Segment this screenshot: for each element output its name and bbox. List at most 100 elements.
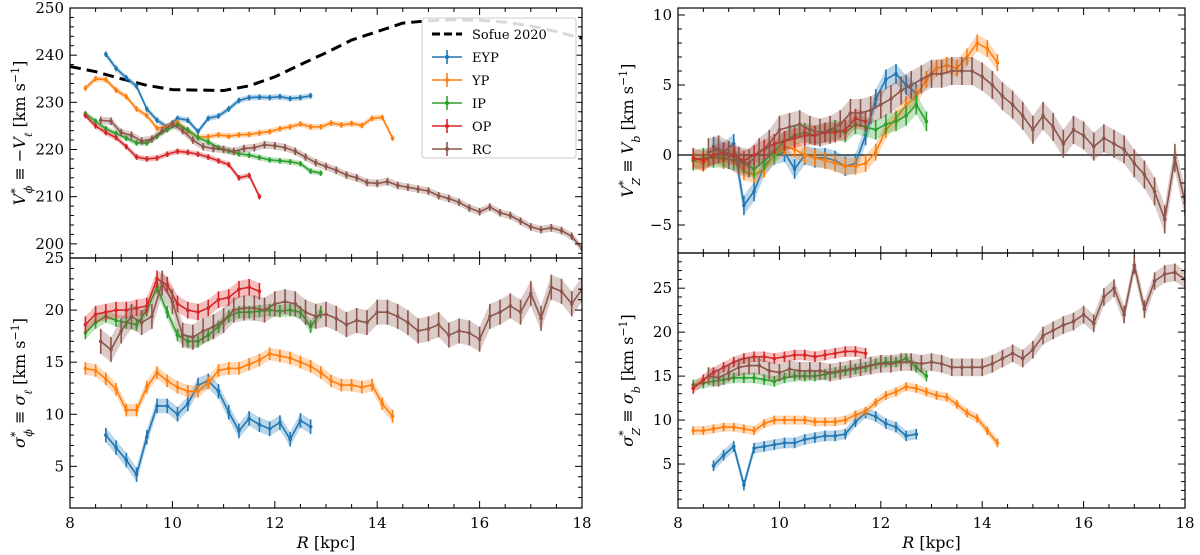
series-eyp-point <box>185 402 190 406</box>
x-axis-label: R [kpc] <box>296 533 356 552</box>
series-eyp-point <box>216 114 221 118</box>
series-op-point <box>185 308 190 312</box>
series-rc-point <box>252 306 257 310</box>
series-ip-point <box>802 374 807 378</box>
series-yp-point <box>802 153 807 157</box>
series-yp-point <box>863 161 868 166</box>
series-eyp-point <box>308 424 313 429</box>
series-rc-point <box>797 369 802 373</box>
series-yp-point <box>175 385 180 389</box>
series-yp-point <box>206 381 211 385</box>
series-rc-point <box>1010 351 1015 356</box>
series-yp-point <box>114 387 118 392</box>
series-eyp-point <box>802 437 807 442</box>
series-rc-point <box>828 370 832 375</box>
series-yp-point <box>308 364 313 369</box>
series-eyp-point <box>104 52 108 57</box>
series-rc-point <box>293 302 298 306</box>
series-rc-point <box>416 329 420 333</box>
series-rc-point <box>879 361 883 366</box>
y-axis-label: σ*ϕ ≡ σℓ [km s−1] <box>9 318 35 448</box>
series-rc-point <box>457 329 461 333</box>
series-eyp-point <box>742 483 746 487</box>
series-ip-point <box>762 377 766 382</box>
series-rc-point <box>539 316 543 321</box>
series-eyp-point <box>134 472 139 477</box>
series-rc-point <box>518 310 523 314</box>
series-ip-point <box>206 333 211 337</box>
series-rc-point <box>477 337 482 342</box>
series-rc-point <box>375 181 380 186</box>
series-rc-point <box>508 304 513 308</box>
series-eyp-point <box>833 434 837 438</box>
series-yp-point <box>853 164 858 168</box>
series-op-point <box>134 306 139 310</box>
series-yp-point <box>904 384 908 389</box>
series-eyp-point <box>124 76 129 80</box>
series-yp-point <box>823 420 827 424</box>
series-eyp-point <box>196 129 200 134</box>
series-rc-point <box>899 88 903 93</box>
series-op-point <box>93 124 98 128</box>
y-axis-label: V*ϕ ≡ −Vℓ [km s−1] <box>9 61 35 206</box>
series-rc-point <box>160 128 164 133</box>
series-rc-point <box>960 365 964 370</box>
series-rc-point <box>170 122 175 126</box>
series-op-point <box>731 153 736 157</box>
series-rc-point <box>559 289 564 294</box>
series-eyp-point <box>226 410 231 414</box>
y-tick-label: 200 <box>35 235 64 253</box>
series-op-point <box>823 353 827 357</box>
series-rc-point <box>797 122 802 126</box>
series-yp-point <box>752 428 756 433</box>
series-op-point <box>701 377 706 382</box>
legend-swatch-point <box>445 55 449 59</box>
series-rc-point <box>1152 279 1157 283</box>
series-yp-point <box>711 427 716 431</box>
series-rc-point <box>1061 323 1066 327</box>
series-yp-point <box>83 366 88 371</box>
series-op-point <box>247 285 251 289</box>
series-yp-point <box>329 121 333 125</box>
x-axis-label: R [kpc] <box>901 533 961 552</box>
series-yp-point <box>134 107 139 111</box>
legend-swatch-point <box>445 147 449 151</box>
series-ip-point <box>237 151 241 156</box>
series-rc-point <box>436 322 441 327</box>
series-rc-point <box>498 210 502 215</box>
series-ip-point <box>721 377 726 382</box>
legend-label: IP <box>472 97 486 112</box>
series-yp-point <box>813 156 817 160</box>
series-rc-point <box>385 310 390 314</box>
y-tick-label: 10 <box>45 405 64 423</box>
series-op-point <box>772 356 777 361</box>
series-ip-point <box>711 379 716 384</box>
y-tick-label: 250 <box>35 0 64 17</box>
series-rc-point <box>757 150 761 154</box>
series-ip-point <box>752 376 756 380</box>
y-tick-label: 25 <box>653 279 672 297</box>
series-op-point <box>165 152 170 157</box>
series-rc-point <box>232 149 236 154</box>
series-eyp-point <box>288 437 292 442</box>
series-rc-point <box>1091 321 1096 326</box>
series-op-point <box>83 322 88 327</box>
series-op-point <box>247 173 251 178</box>
series-eyp-point <box>884 421 888 426</box>
series-eyp-point <box>267 95 272 100</box>
series-yp-point <box>206 134 211 139</box>
series-rc-point <box>980 74 984 79</box>
series-op-point <box>237 176 241 180</box>
series-group <box>691 256 1185 491</box>
series-rc-point <box>706 150 711 154</box>
panel-top-right: −5 0 5 10 V*Z ≡ Vb [km s−1] <box>617 6 1186 254</box>
series-op-point <box>711 370 716 375</box>
series-rc-point <box>726 370 731 375</box>
x-tick-label: 18 <box>1175 514 1194 532</box>
series-yp-point <box>247 362 251 367</box>
series-rc-point <box>767 142 772 146</box>
series-ip-band <box>85 110 321 176</box>
series-rc-point <box>283 145 287 150</box>
series-ip-point <box>145 141 149 145</box>
